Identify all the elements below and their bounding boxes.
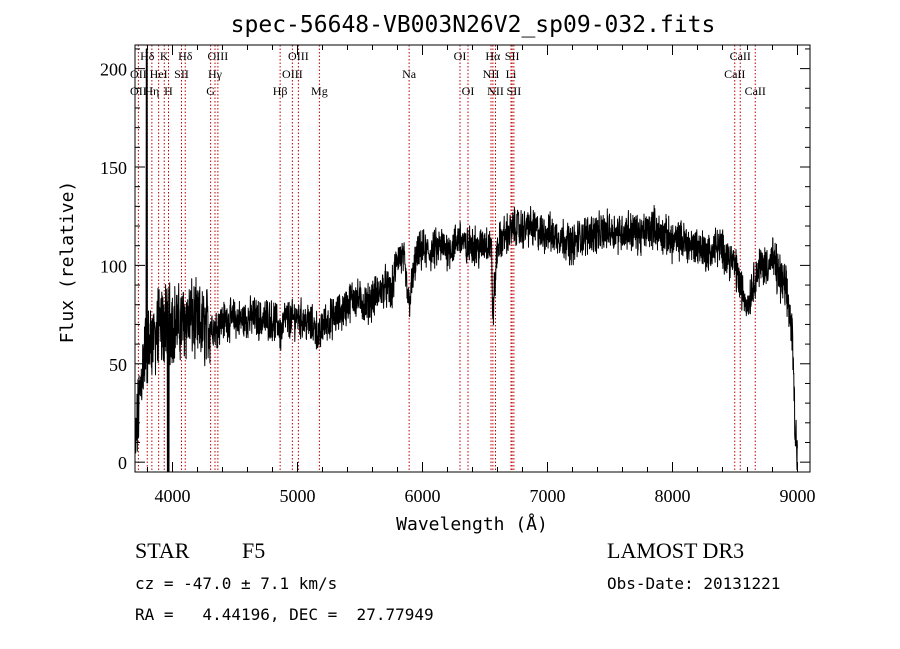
line-label: Hη [144,84,159,98]
line-label: SII [174,67,189,81]
spectrum-line [134,48,798,473]
object-subclass: F5 [242,538,265,563]
line-label: H [164,84,173,98]
chart-title: spec-56648-VB003N26V2_sp09-032.fits [231,12,716,38]
obs-date: Obs-Date: 20131221 [607,574,780,593]
line-label: CaII [745,84,766,98]
y-tick-label: 150 [100,158,127,178]
line-label: SII [505,49,520,63]
line-label: OIII [288,49,309,63]
line-label: OIII [208,49,229,63]
redshift-info: cz = -47.0 ± 7.1 km/s [135,574,337,593]
line-label: Li [506,67,517,81]
y-tick-label: 200 [100,60,127,80]
y-axis-ticks: 0 50 100 150 200 [100,48,810,473]
line-label: OI [454,49,467,63]
line-label: HeI [150,67,168,81]
line-label: OI [462,84,475,98]
line-label: OII [130,67,147,81]
line-label: NII [483,67,500,81]
x-tick-label: 4000 [155,486,191,506]
line-label: Hγ [208,67,223,81]
y-tick-label: 50 [109,355,127,375]
object-class: STAR [135,538,190,563]
line-label: Hα [485,49,501,63]
line-label: NII [487,84,504,98]
line-label: Mg [311,84,328,98]
line-label: CaII [724,67,745,81]
x-tick-label: 7000 [530,486,566,506]
y-tick-label: 100 [100,256,127,276]
x-axis-ticks: 4000 5000 6000 7000 8000 9000 [147,45,816,506]
line-label: OII [130,84,147,98]
x-tick-label: 9000 [780,486,816,506]
survey-name: LAMOST DR3 [607,538,744,563]
x-tick-label: 5000 [280,486,316,506]
line-label: Hβ [273,84,288,98]
line-label: Hδ [178,49,193,63]
x-tick-label: 8000 [655,486,691,506]
line-label: SII [507,84,522,98]
y-tick-label: 0 [118,453,127,473]
y-axis-label: Flux (relative) [57,181,78,344]
line-label: Na [402,67,417,81]
coordinates: RA = 4.44196, DEC = 27.77949 [135,605,434,624]
x-axis-label: Wavelength (Å) [396,513,548,535]
line-label: G [206,84,215,98]
line-label: K [160,49,169,63]
x-tick-label: 6000 [405,486,441,506]
line-label: OIII [282,67,303,81]
line-label: CaII [730,49,751,63]
